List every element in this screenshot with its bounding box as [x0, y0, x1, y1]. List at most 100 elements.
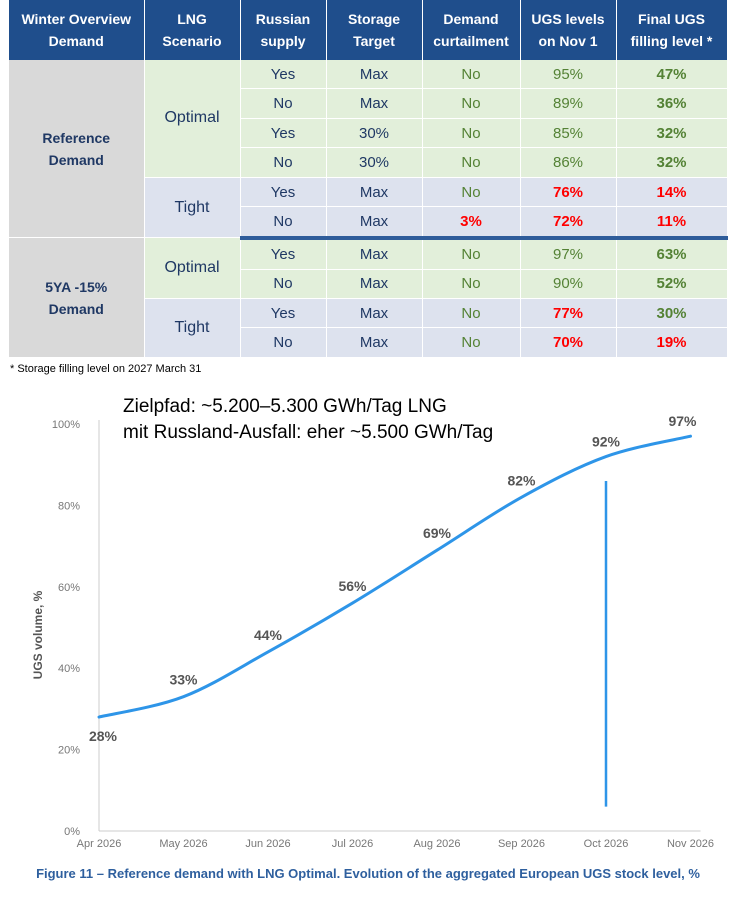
storage-target-cell: Max [326, 237, 423, 270]
table-header-row: Winter Overview Demand LNG Scenario Russia… [9, 0, 728, 60]
ugs-nov1-cell: 89% [520, 88, 617, 119]
table-row: No Max 3% 72% 11% [9, 206, 728, 240]
y-axis-label: UGS volume, % [31, 590, 45, 679]
curtailment-cell: No [422, 269, 521, 300]
russian-supply-cell: Yes [240, 118, 327, 149]
russian-supply-cell: No [240, 327, 327, 358]
x-tick-label: Oct 2026 [584, 838, 629, 850]
russian-supply-cell: Yes [240, 60, 327, 90]
ugs-nov1-cell: 76% [520, 177, 617, 208]
col-header-lng-scenario: LNG Scenario [144, 0, 241, 60]
curtailment-cell: No [422, 298, 521, 329]
ugs-nov1-cell: 97% [520, 237, 617, 270]
x-axis: Apr 2026 May 2026 Jun 2026 Jul 2026 Aug 2026… [77, 830, 714, 850]
table-row: No 30% No 86% 32% [9, 147, 728, 178]
table-row: Yes 30% No 85% 32% [9, 118, 728, 149]
final-ugs-cell: 63% [616, 237, 728, 270]
storage-target-cell: 30% [326, 118, 423, 149]
data-label: 33% [169, 672, 198, 688]
y-tick-label: 20% [58, 745, 80, 757]
ugs-nov1-cell: 86% [520, 147, 617, 178]
table-row: No Max No 70% 19% [9, 327, 728, 358]
russian-supply-cell: No [240, 88, 327, 119]
ugs-line-chart: 0% 20% 40% 60% 80% 100% Apr 2026 May 2026 Jun 2… [31, 413, 714, 850]
russian-supply-cell: Yes [240, 177, 327, 208]
storage-target-cell: Max [326, 206, 423, 240]
final-ugs-cell: 32% [616, 118, 728, 149]
scenario-cell: Optimal [144, 60, 241, 178]
ugs-nov1-cell: 95% [520, 60, 617, 90]
scenario-cell: Optimal [144, 237, 241, 299]
col-header-ugs-nov1: UGS levels on Nov 1 [520, 0, 617, 60]
curtailment-cell: No [422, 60, 521, 90]
col-header-storage-target: Storage Target [326, 0, 423, 60]
scenario-cell: Tight [144, 177, 241, 239]
storage-target-cell: Max [326, 269, 423, 300]
col-header-demand: Winter Overview Demand [9, 0, 145, 60]
table-row: No Max No 90% 52% [9, 269, 728, 300]
x-tick-label: Apr 2026 [77, 838, 122, 850]
curtailment-cell: No [422, 147, 521, 178]
curtailment-cell: No [422, 88, 521, 119]
table-row: Tight Yes Max No 77% 30% [9, 298, 728, 358]
demand-cell: 5YA -15% Demand [9, 237, 145, 358]
ugs-nov1-cell: 90% [520, 269, 617, 300]
y-tick-label: 80% [58, 500, 80, 512]
russian-supply-cell: No [240, 206, 327, 240]
series-line [97, 434, 692, 719]
data-label: 92% [592, 434, 621, 450]
annotation-line-1: Zielpfad: ~5.200–5.300 GWh/Tag LNG [123, 396, 447, 417]
y-tick-label: 100% [52, 419, 80, 431]
final-ugs-cell: 47% [616, 60, 728, 90]
final-ugs-cell: 52% [616, 269, 728, 300]
table-row: Tight Yes Max No 76% 14% [9, 177, 728, 239]
curtailment-cell: No [422, 118, 521, 149]
final-ugs-cell: 36% [616, 88, 728, 119]
data-label: 82% [507, 472, 536, 488]
final-ugs-cell: 14% [616, 177, 728, 208]
y-tick-label: 0% [64, 826, 80, 838]
x-tick-label: Jul 2026 [332, 838, 374, 850]
curtailment-cell: No [422, 327, 521, 358]
x-tick-label: Jun 2026 [245, 838, 290, 850]
col-header-demand-curtailment: Demand curtailment [422, 0, 521, 60]
data-label: 69% [423, 525, 452, 541]
table-row: Reference Demand Optimal Yes Max No 95% 47% [9, 60, 728, 239]
y-axis: 0% 20% 40% 60% 80% 100% [52, 419, 100, 838]
ugs-nov1-cell: 85% [520, 118, 617, 149]
storage-target-cell: Max [326, 88, 423, 119]
data-labels: 28% 33% 44% 56% 69% 82% 92% 97% [89, 413, 697, 744]
storage-target-cell: Max [326, 60, 423, 90]
storage-target-cell: Max [326, 177, 423, 208]
russian-supply-cell: Yes [240, 237, 327, 270]
curtailment-cell: 3% [422, 206, 521, 240]
data-label: 97% [668, 413, 697, 429]
x-tick-label: May 2026 [159, 838, 207, 850]
final-ugs-cell: 30% [616, 298, 728, 329]
storage-target-cell: Max [326, 298, 423, 329]
figure-caption: Figure 11 – Reference demand with LNG Op… [36, 866, 700, 881]
demand-cell: Reference Demand [9, 60, 145, 239]
annotation-line-2: mit Russland-Ausfall: eher ~5.500 GWh/Ta… [123, 422, 494, 443]
storage-target-cell: 30% [326, 147, 423, 178]
data-label: 44% [254, 627, 283, 643]
curtailment-cell: No [422, 237, 521, 270]
data-label: 28% [89, 728, 118, 744]
final-ugs-cell: 19% [616, 327, 728, 358]
final-ugs-cell: 32% [616, 147, 728, 178]
scenario-cell: Tight [144, 298, 241, 358]
final-ugs-cell: 11% [616, 206, 728, 240]
russian-supply-cell: Yes [240, 298, 327, 329]
table-footnote: * Storage filling level on 2027 March 31 [10, 363, 202, 375]
series-group [97, 434, 692, 719]
table-row: No Max No 89% 36% [9, 88, 728, 119]
y-tick-label: 40% [58, 663, 80, 675]
winter-overview-table: Winter Overview Demand LNG Scenario Russia… [9, 0, 728, 358]
x-tick-label: Aug 2026 [413, 838, 460, 850]
ugs-nov1-cell: 77% [520, 298, 617, 329]
storage-target-cell: Max [326, 327, 423, 358]
russian-supply-cell: No [240, 147, 327, 178]
curtailment-cell: No [422, 177, 521, 208]
ugs-nov1-cell: 70% [520, 327, 617, 358]
col-header-russian-supply: Russian supply [240, 0, 327, 60]
